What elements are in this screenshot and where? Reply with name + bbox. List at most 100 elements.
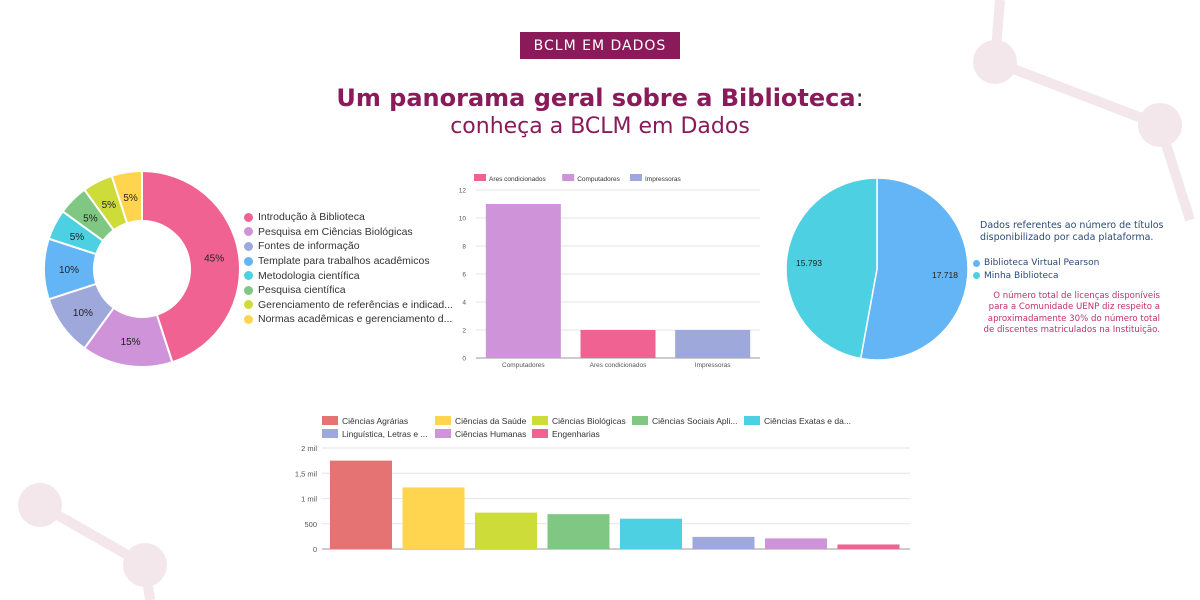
title-bold: Um panorama geral sobre a Biblioteca bbox=[336, 84, 856, 112]
legend-label: Ciências Humanas bbox=[455, 429, 526, 439]
bar bbox=[692, 536, 755, 549]
legend-swatch bbox=[435, 429, 451, 438]
bar bbox=[475, 512, 537, 549]
pie-slice-label: 15.793 bbox=[796, 258, 822, 268]
pie-note: Dados referentes ao número de títulos di… bbox=[980, 220, 1164, 243]
x-tick-label: Computadores bbox=[502, 362, 545, 369]
y-tick-label: 1,5 mil bbox=[295, 469, 317, 478]
donut-slice-label: 5% bbox=[102, 200, 117, 211]
y-tick-label: 0 bbox=[462, 356, 466, 363]
donut-slice-label: 10% bbox=[73, 308, 93, 319]
bar bbox=[547, 514, 610, 549]
page-subtitle: conheça a BCLM em Dados bbox=[450, 114, 750, 139]
bar bbox=[765, 538, 827, 549]
donut-slice-label: 5% bbox=[123, 193, 138, 204]
y-tick-label: 6 bbox=[462, 272, 466, 279]
donut-slice-label: 5% bbox=[70, 232, 85, 243]
y-tick-label: 4 bbox=[462, 300, 466, 307]
legend-item: Minha Biblioteca bbox=[973, 270, 1099, 283]
legend-swatch bbox=[322, 429, 338, 438]
legend-swatch bbox=[973, 259, 980, 267]
legend-swatch bbox=[532, 429, 548, 438]
legend-label: Linguística, Letras e ... bbox=[342, 429, 428, 439]
legend-item: Gerenciamento de referências e indicad..… bbox=[244, 298, 453, 313]
legend-label: Ciências da Saúde bbox=[455, 416, 527, 426]
legend-swatch bbox=[744, 416, 760, 425]
y-tick-label: 10 bbox=[459, 216, 467, 223]
bar bbox=[402, 487, 465, 549]
donut-slice-label: 15% bbox=[121, 337, 141, 348]
legend-swatch bbox=[244, 241, 253, 251]
y-tick-label: 12 bbox=[459, 188, 467, 195]
pie-slice-label: 17.718 bbox=[932, 270, 958, 280]
legend-swatch bbox=[532, 416, 548, 425]
bar bbox=[837, 544, 900, 549]
pie-chart-platforms: 17.718 15.793 bbox=[785, 177, 969, 361]
title-colon: : bbox=[855, 84, 864, 112]
page-title: Um panorama geral sobre a Biblioteca: bbox=[0, 84, 1200, 112]
legend-label: Metodologia científica bbox=[258, 269, 360, 282]
bar-chart-knowledge-areas: Ciências Agrárias Ciências da Saúde Ciênci… bbox=[295, 416, 910, 554]
section-badge: BCLM EM DADOS bbox=[520, 32, 680, 59]
legend-swatch bbox=[630, 174, 642, 181]
legend-swatch bbox=[244, 271, 253, 281]
legend-label: Computadores bbox=[577, 176, 620, 183]
legend-label: Introdução à Biblioteca bbox=[258, 211, 365, 224]
legend-item: Pesquisa em Ciências Biológicas bbox=[244, 225, 453, 240]
donut-slice-label: 5% bbox=[83, 213, 98, 224]
legend-label: Gerenciamento de referências e indicad..… bbox=[258, 298, 453, 311]
legend-swatch bbox=[244, 256, 253, 266]
donut-slice-label: 10% bbox=[59, 265, 79, 276]
legend-swatch bbox=[244, 212, 253, 222]
legend-label: Pesquisa em Ciências Biológicas bbox=[258, 225, 413, 238]
legend-swatch bbox=[973, 272, 980, 280]
legend-label: Ciências Exatas e da... bbox=[764, 416, 851, 426]
legend-label: Impressoras bbox=[645, 176, 682, 183]
legend-label: Biblioteca Virtual Pearson bbox=[984, 258, 1100, 269]
legend-label: Fontes de informação bbox=[258, 240, 360, 253]
pie-slice bbox=[785, 177, 878, 360]
legend-label: Template para trabalhos acadêmicos bbox=[258, 255, 430, 268]
legend-label: Ciências Sociais Apli... bbox=[652, 416, 738, 426]
x-tick-label: Ares condicionados bbox=[590, 362, 647, 369]
y-tick-label: 500 bbox=[304, 520, 317, 529]
legend-swatch bbox=[562, 174, 575, 181]
bar bbox=[485, 204, 561, 358]
legend-item: Biblioteca Virtual Pearson bbox=[973, 257, 1099, 270]
legend-swatch bbox=[632, 416, 648, 425]
legend-swatch bbox=[244, 300, 253, 310]
bar-chart-equipment: Ares condicionados Computadores Impressora… bbox=[459, 174, 760, 369]
y-tick-label: 0 bbox=[313, 545, 317, 554]
legend-item: Introdução à Biblioteca bbox=[244, 210, 453, 225]
legend-swatch bbox=[474, 174, 486, 181]
bar bbox=[330, 460, 392, 549]
donut-slice bbox=[141, 169, 241, 364]
legend-swatch bbox=[244, 285, 253, 295]
y-tick-label: 2 mil bbox=[301, 444, 317, 453]
donut-slice bbox=[110, 169, 143, 225]
legend-label: Ciências Biológicas bbox=[552, 416, 626, 426]
donut-chart-topics: 45% 15% 10% 10% 5% 5% 5% 5% bbox=[43, 169, 241, 368]
legend-swatch bbox=[244, 227, 253, 237]
bar bbox=[620, 518, 682, 549]
legend-item: Fontes de informação bbox=[244, 239, 453, 254]
pie-footnote: O número total de licenças disponíveis p… bbox=[983, 291, 1161, 335]
legend-item: Pesquisa científica bbox=[244, 283, 453, 298]
legend-label: Normas acadêmicas e gerenciamento d... bbox=[258, 313, 453, 326]
legend-label: Pesquisa científica bbox=[258, 284, 346, 297]
y-tick-label: 2 bbox=[462, 328, 466, 335]
legend-label: Engenharias bbox=[552, 429, 600, 439]
y-tick-label: 1 mil bbox=[301, 495, 317, 504]
donut-legend: Introdução à Biblioteca Pesquisa em Ciênc… bbox=[244, 210, 453, 327]
legend-swatch bbox=[435, 416, 451, 425]
legend-swatch bbox=[322, 416, 338, 425]
legend-label: Minha Biblioteca bbox=[984, 270, 1059, 281]
legend-swatch bbox=[244, 314, 253, 324]
legend-item: Template para trabalhos acadêmicos bbox=[244, 254, 453, 269]
donut-slice-label: 45% bbox=[204, 254, 224, 265]
y-tick-label: 8 bbox=[462, 244, 466, 251]
legend-item: Metodologia científica bbox=[244, 268, 453, 283]
legend-label: Ares condicionados bbox=[489, 176, 546, 183]
legend-item: Normas acadêmicas e gerenciamento d... bbox=[244, 312, 453, 327]
